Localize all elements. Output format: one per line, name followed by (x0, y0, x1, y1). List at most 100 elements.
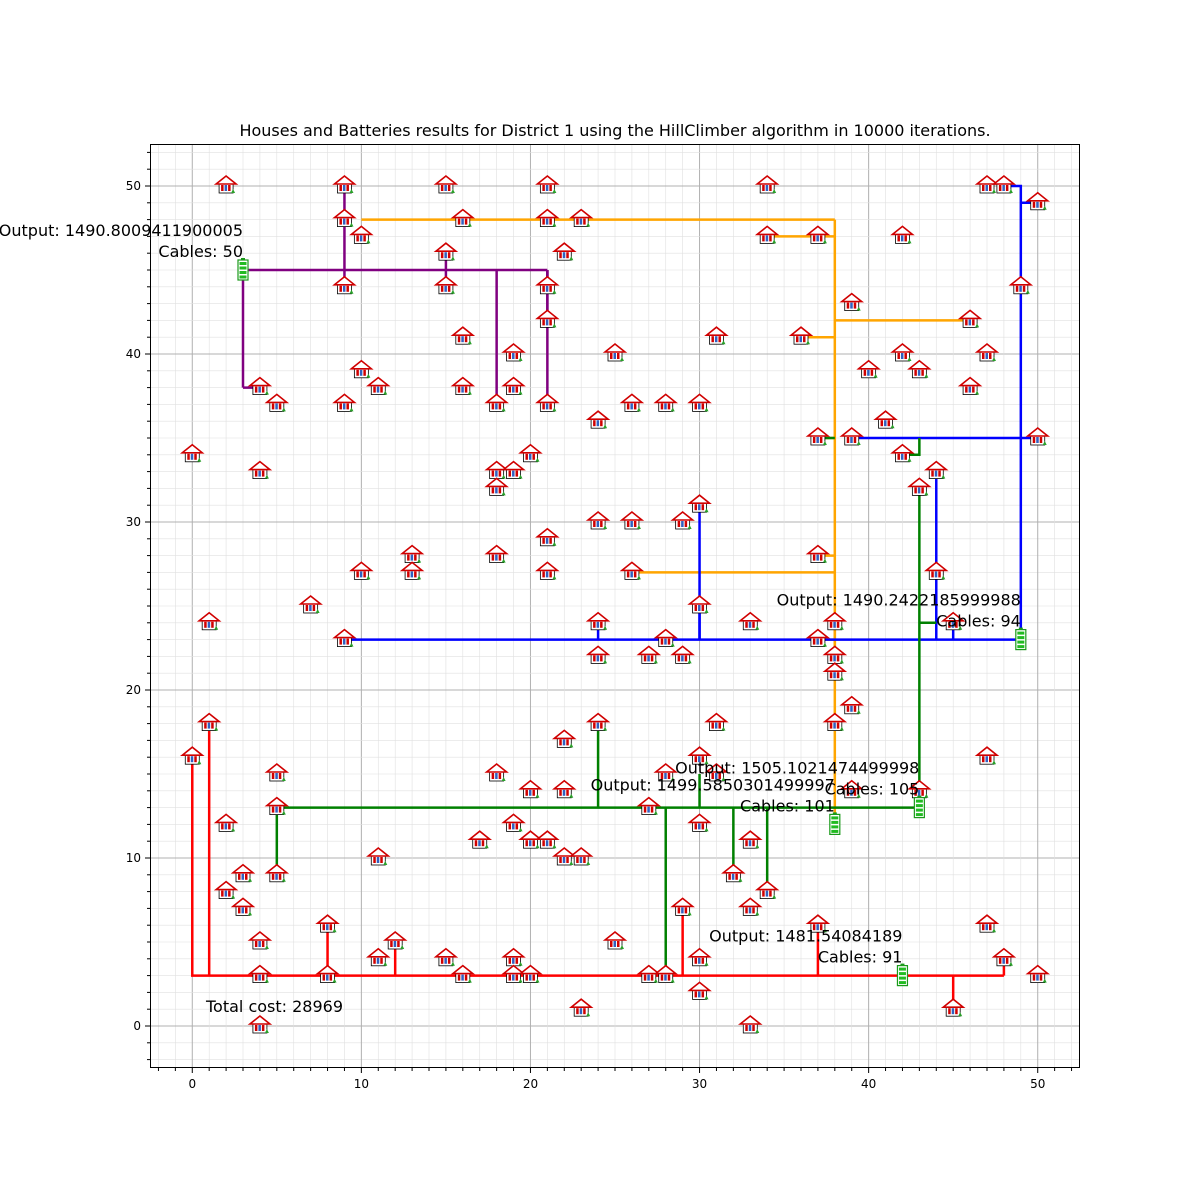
house-marker (551, 846, 577, 866)
battery-marker (913, 795, 925, 819)
house-marker (670, 645, 695, 664)
x-tick-label: 20 (523, 1077, 538, 1091)
house-marker (653, 628, 679, 647)
house-marker (518, 779, 543, 799)
house-marker (315, 914, 340, 933)
battery-labels: Output: 1490.8009411900005 Cables: 50 Outp… (0, 221, 1021, 967)
house-marker (1025, 426, 1051, 446)
house-marker (704, 712, 729, 731)
house-marker (399, 561, 425, 580)
house-marker (501, 947, 526, 967)
house-marker (535, 527, 560, 547)
house-marker (365, 846, 391, 866)
house-marker (196, 712, 222, 731)
house-marker (602, 342, 628, 362)
house-marker (636, 964, 662, 983)
house-marker (264, 863, 290, 883)
y-tick-label: 40 (126, 347, 141, 361)
house-marker (399, 544, 425, 563)
house-marker (535, 208, 560, 228)
house-marker (535, 174, 560, 194)
house-marker (332, 628, 357, 647)
house-marker (602, 930, 628, 950)
house-marker (551, 729, 577, 748)
house-marker (687, 494, 712, 513)
y-tick-label: 30 (126, 515, 141, 529)
house-marker (687, 981, 712, 1000)
house-marker (484, 762, 509, 782)
house-marker (822, 611, 848, 631)
house-marker (737, 1014, 763, 1034)
house-marker (264, 796, 290, 815)
house-marker (805, 914, 831, 933)
house-marker (332, 393, 357, 412)
house-marker (670, 510, 695, 530)
house-marker (365, 376, 391, 396)
house-marker (535, 275, 560, 295)
house-marker (805, 628, 831, 647)
house-marker (907, 359, 932, 379)
house-marker (230, 897, 256, 916)
house-marker (754, 225, 780, 244)
house-marker (704, 762, 729, 782)
house-marker (653, 964, 679, 983)
house-marker (501, 376, 526, 396)
house-marker (365, 947, 391, 967)
battery-cables-label: Cables: 91 (818, 948, 903, 967)
house-marker (332, 208, 357, 228)
battery-cables-label: Cables: 50 (158, 242, 243, 261)
house-marker (247, 930, 273, 950)
house-marker (1025, 964, 1051, 983)
house-marker (737, 611, 763, 631)
house-marker (957, 376, 983, 396)
house-marker (822, 662, 848, 681)
house-marker (991, 947, 1017, 967)
house-marker (974, 914, 1000, 933)
house-marker (433, 242, 459, 261)
house-marker (974, 746, 1000, 765)
house-marker (433, 275, 459, 295)
house-marker (788, 326, 814, 345)
house-marker (484, 393, 509, 412)
house-marker (518, 964, 543, 983)
house-marker (957, 309, 983, 328)
house-marker (264, 393, 290, 412)
house-marker (687, 393, 712, 412)
house-marker (501, 813, 526, 832)
house-marker (585, 712, 611, 731)
battery-cables-label: Cables: 101 (740, 796, 835, 815)
house-marker (484, 477, 509, 496)
house-marker (568, 998, 594, 1017)
house-marker (754, 174, 780, 194)
battery-output-label: Output: 1490.2422185999988 (777, 591, 1021, 610)
house-marker (873, 410, 898, 429)
house-marker (230, 863, 256, 883)
house-marker (721, 863, 746, 883)
house-marker (737, 830, 763, 849)
house-marker (805, 225, 831, 244)
house-marker (332, 174, 357, 194)
house-marker (247, 376, 273, 396)
total-cost-label: Total cost: 28969 (205, 997, 343, 1016)
house-marker (382, 930, 408, 950)
house-marker (298, 594, 323, 614)
house-marker (687, 813, 712, 832)
x-tick-label: 50 (1030, 1077, 1045, 1091)
house-marker (754, 880, 780, 899)
x-tick-label: 40 (861, 1077, 876, 1091)
house-marker (1025, 191, 1051, 211)
house-marker (349, 561, 374, 580)
battery-output-label: Output: 1505.1021474499998 (675, 759, 919, 778)
house-marker (179, 443, 205, 463)
y-tick-label: 0 (133, 1019, 141, 1033)
house-marker (856, 359, 881, 379)
house-marker (568, 208, 594, 228)
house-marker (585, 645, 611, 664)
house-marker (822, 712, 848, 731)
battery-marker (237, 258, 249, 281)
house-marker (890, 342, 915, 362)
house-marker (805, 544, 831, 563)
house-marker (247, 460, 273, 480)
